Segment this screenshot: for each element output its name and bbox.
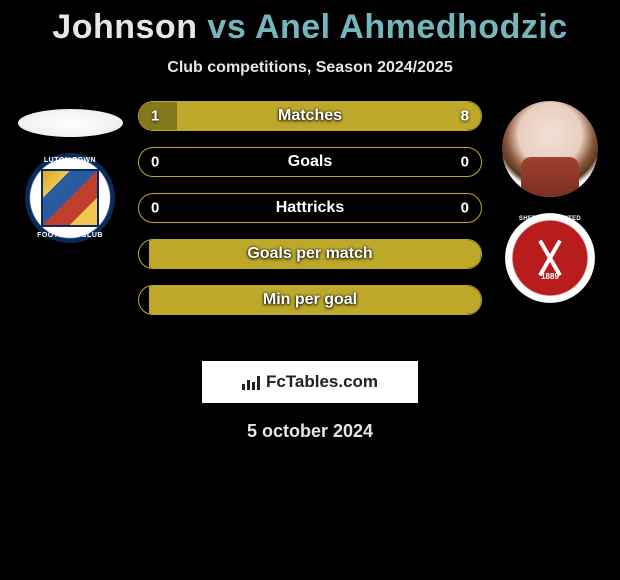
bar-label: Goals (288, 153, 332, 171)
bar-value-right: 0 (461, 200, 469, 217)
comparison-content: LUTON TOWN FOOTBALL CLUB SHEFFIELD UNITE… (0, 101, 620, 351)
sheffield-text-top: SHEFFIELD UNITED (505, 216, 595, 222)
stat-bar: Goals per match (138, 239, 482, 269)
left-column: LUTON TOWN FOOTBALL CLUB (10, 101, 130, 243)
luton-shield-icon (41, 169, 99, 227)
sheffield-year: 1889 (505, 272, 595, 281)
luton-text-bot: FOOTBALL CLUB (25, 232, 115, 239)
bar-value-right: 0 (461, 154, 469, 171)
stat-bar: Min per goal (138, 285, 482, 315)
subtitle: Club competitions, Season 2024/2025 (0, 59, 620, 77)
bar-value-left: 0 (151, 154, 159, 171)
bar-label: Hattricks (276, 199, 344, 217)
luton-text-top: LUTON TOWN (25, 157, 115, 164)
stats-bars: 1 8 Matches 0 0 Goals 0 0 Hattricks Goals per mat… (138, 101, 482, 315)
player1-avatar (18, 109, 123, 137)
branding-box: FcTables.com (202, 361, 418, 403)
bar-label: Min per goal (263, 291, 357, 309)
player2-club-badge: SHEFFIELD UNITED 1889 (505, 213, 595, 303)
vs-text: vs (207, 8, 246, 46)
branding-text: FcTables.com (266, 372, 378, 392)
bars-icon (242, 374, 260, 390)
bar-value-left: 1 (151, 108, 159, 125)
stat-bar: 1 8 Matches (138, 101, 482, 131)
player2-name: Anel Ahmedhodzic (255, 8, 568, 46)
bar-label: Matches (278, 107, 342, 125)
date-text: 5 october 2024 (0, 421, 620, 442)
player1-name: Johnson (52, 8, 197, 46)
bar-value-right: 8 (461, 108, 469, 125)
player2-avatar (502, 101, 598, 197)
player1-club-badge: LUTON TOWN FOOTBALL CLUB (25, 153, 115, 243)
bar-value-left: 0 (151, 200, 159, 217)
bar-label: Goals per match (247, 245, 372, 263)
comparison-title: Johnson vs Anel Ahmedhodzic (0, 0, 620, 47)
stat-bar: 0 0 Goals (138, 147, 482, 177)
right-column: SHEFFIELD UNITED 1889 (490, 101, 610, 303)
stat-bar: 0 0 Hattricks (138, 193, 482, 223)
